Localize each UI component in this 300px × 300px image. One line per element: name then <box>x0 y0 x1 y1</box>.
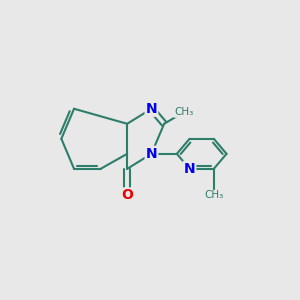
Text: N: N <box>146 147 157 161</box>
Text: N: N <box>146 102 157 116</box>
Text: CH₃: CH₃ <box>204 190 224 200</box>
Text: O: O <box>121 188 133 203</box>
Text: CH₃: CH₃ <box>174 107 194 117</box>
Text: N: N <box>184 162 195 176</box>
